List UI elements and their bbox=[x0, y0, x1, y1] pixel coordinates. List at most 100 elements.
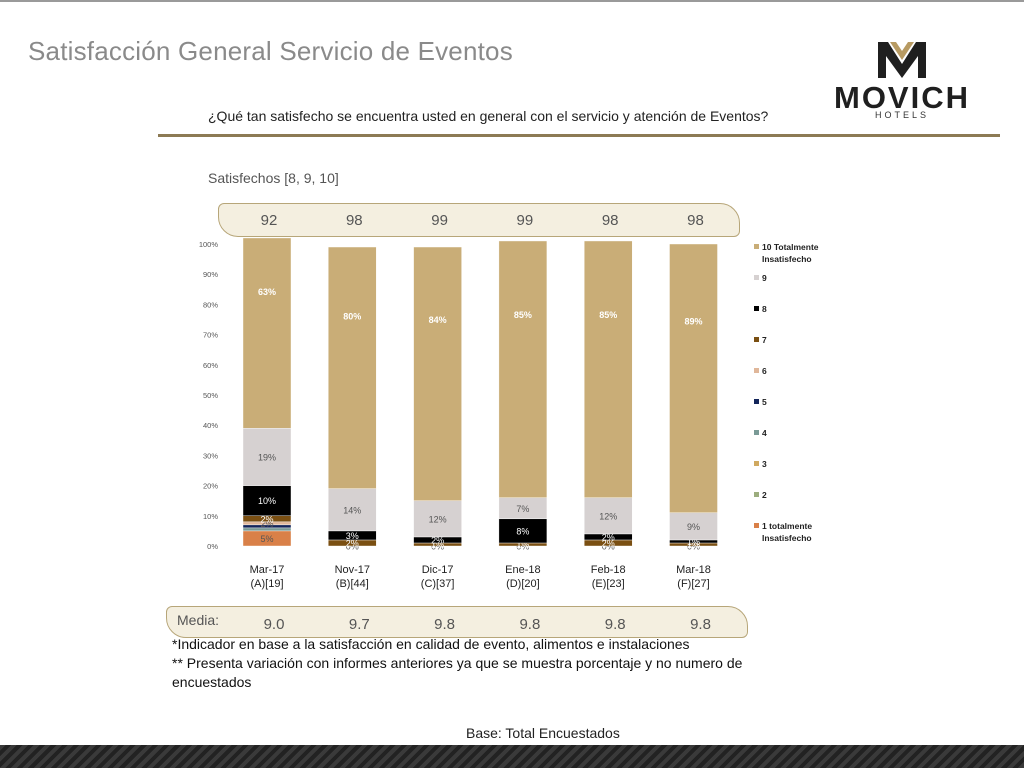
x-tick-sublabel: (D)[20] bbox=[506, 578, 540, 590]
bar-segment bbox=[242, 527, 292, 532]
data-label: 89% bbox=[684, 317, 702, 327]
bar-segment bbox=[242, 515, 292, 523]
data-label: 2% bbox=[602, 532, 615, 542]
data-label: 2% bbox=[431, 535, 444, 545]
bar-segment bbox=[413, 536, 462, 544]
legend-label: 1 totalmente bbox=[762, 521, 812, 531]
x-tick-label: Mar-17 bbox=[250, 564, 285, 576]
legend-label: 6 bbox=[762, 366, 767, 376]
data-label: 85% bbox=[514, 310, 532, 320]
data-label: 14% bbox=[343, 505, 361, 515]
logo-wordmark: MOVICH bbox=[834, 80, 970, 115]
bar-segment bbox=[242, 485, 292, 517]
data-label: 19% bbox=[258, 452, 276, 462]
legend-label: 2 bbox=[762, 490, 767, 500]
data-label: 12% bbox=[599, 511, 617, 521]
bar-segment bbox=[584, 240, 633, 498]
page-title: Satisfacción General Servicio de Eventos bbox=[28, 36, 513, 66]
y-tick-label: 10% bbox=[203, 512, 218, 521]
top-rule bbox=[0, 0, 1024, 2]
x-tick-label: Feb-18 bbox=[591, 564, 626, 576]
bar-segment bbox=[669, 542, 718, 547]
bar-segment bbox=[242, 530, 292, 547]
bar-segment bbox=[328, 488, 377, 532]
x-tick-label: Mar-18 bbox=[676, 564, 711, 576]
y-tick-label: 100% bbox=[199, 240, 219, 249]
bar-segment bbox=[413, 500, 462, 538]
bar-segment bbox=[584, 533, 633, 541]
data-label: 0% bbox=[346, 542, 359, 552]
legend-label: 4 bbox=[762, 428, 767, 438]
data-label: 0% bbox=[687, 542, 700, 552]
bar-segment bbox=[498, 497, 548, 520]
legend-swatch bbox=[754, 523, 759, 528]
y-tick-label: 80% bbox=[203, 300, 218, 309]
data-label: 80% bbox=[343, 312, 361, 322]
legend-swatch bbox=[754, 368, 759, 373]
data-label: 2% bbox=[260, 514, 273, 524]
legend-swatch bbox=[754, 244, 759, 249]
y-tick-label: 0% bbox=[207, 542, 218, 551]
bar-segment bbox=[413, 246, 462, 501]
legend-label: 3 bbox=[762, 459, 767, 469]
bar-segment bbox=[242, 237, 292, 429]
bar-segment bbox=[669, 243, 718, 513]
bar-segment bbox=[584, 497, 633, 535]
bar-segment bbox=[328, 246, 377, 489]
legend-label: 7 bbox=[762, 335, 767, 345]
bar-segment bbox=[328, 530, 377, 541]
legend-swatch bbox=[754, 337, 759, 342]
bar-segment bbox=[413, 542, 462, 547]
data-label: 2% bbox=[346, 538, 359, 548]
x-tick-label: Dic-17 bbox=[422, 564, 454, 576]
satisfied-label: Satisfechos [8, 9, 10] bbox=[208, 170, 339, 186]
base-note: Base: Total Encuestados bbox=[466, 725, 620, 741]
data-label: 1% bbox=[687, 537, 700, 547]
media-label: Media: bbox=[177, 612, 220, 628]
x-tick-label: Nov-17 bbox=[335, 564, 370, 576]
data-label: 0% bbox=[431, 542, 444, 552]
x-tick-sublabel: (B)[44] bbox=[336, 578, 369, 590]
bar-segment bbox=[498, 542, 548, 547]
data-label: 85% bbox=[599, 310, 617, 320]
legend-label: Insatisfecho bbox=[762, 254, 812, 264]
legend-swatch bbox=[754, 275, 759, 280]
legend-label: Insatisfecho bbox=[762, 533, 812, 543]
legend-label: 5 bbox=[762, 397, 767, 407]
bar-segment bbox=[498, 518, 548, 544]
y-tick-label: 60% bbox=[203, 361, 218, 370]
x-tick-sublabel: (C)[37] bbox=[421, 578, 455, 590]
data-label: 0% bbox=[602, 542, 615, 552]
footnote-1: *Indicador en base a la satisfacción en … bbox=[172, 636, 690, 652]
data-label: 1% bbox=[687, 540, 700, 550]
y-tick-label: 40% bbox=[203, 421, 218, 430]
legend-label: 8 bbox=[762, 304, 767, 314]
bar-segment bbox=[669, 512, 718, 541]
x-tick-sublabel: (F)[27] bbox=[677, 578, 709, 590]
legend-label: 10 Totalmente bbox=[762, 242, 819, 252]
data-label: 7% bbox=[516, 504, 529, 514]
movich-monogram-icon bbox=[878, 42, 926, 78]
y-tick-label: 50% bbox=[203, 391, 218, 400]
data-label: 8% bbox=[516, 526, 529, 536]
legend-swatch bbox=[754, 430, 759, 435]
y-tick-label: 90% bbox=[203, 270, 218, 279]
data-label: 1% bbox=[431, 540, 444, 550]
legend-swatch bbox=[754, 461, 759, 466]
legend-swatch bbox=[754, 306, 759, 311]
satisfied-band bbox=[218, 203, 740, 237]
legend-label: 9 bbox=[762, 273, 767, 283]
data-label: 12% bbox=[429, 514, 447, 524]
data-label: 0% bbox=[516, 542, 529, 552]
x-tick-sublabel: (A)[19] bbox=[250, 578, 283, 590]
bar-segment bbox=[669, 539, 718, 544]
divider bbox=[158, 134, 1000, 137]
data-label: 63% bbox=[258, 287, 276, 297]
data-label: 10% bbox=[258, 496, 276, 506]
x-tick-label: Ene-18 bbox=[505, 564, 540, 576]
logo-subtitle: HOTELS bbox=[874, 110, 929, 120]
bar-segment bbox=[328, 539, 377, 547]
footnote-2: ** Presenta variación con informes anter… bbox=[172, 655, 743, 671]
legend-swatch bbox=[754, 399, 759, 404]
x-tick-sublabel: (E)[23] bbox=[592, 578, 625, 590]
